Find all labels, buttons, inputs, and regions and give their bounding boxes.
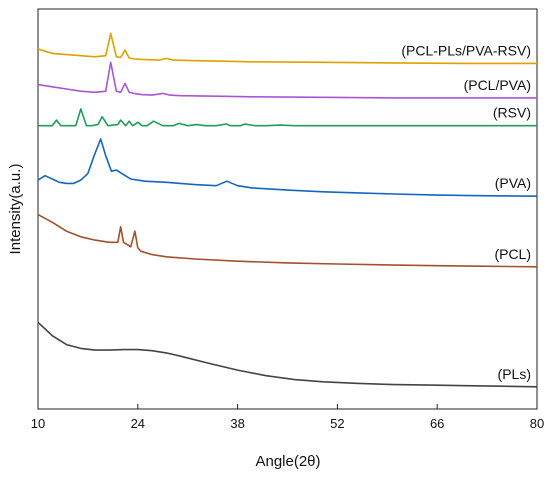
series-label: (PCL/PVA) bbox=[464, 77, 531, 93]
x-axis-title: Angle(2θ) bbox=[255, 453, 320, 470]
series-lines bbox=[37, 32, 538, 388]
series-label: (PVA) bbox=[495, 175, 531, 191]
x-tick-label: 24 bbox=[131, 416, 145, 431]
series-line-pcl bbox=[37, 213, 538, 268]
series-label: (PCL) bbox=[494, 246, 531, 262]
x-tick-label: 38 bbox=[230, 416, 244, 431]
series-line-pva bbox=[37, 138, 538, 197]
series-label: (PCL-PLs/PVA-RSV) bbox=[401, 42, 531, 58]
series-line-pcl-pva bbox=[37, 61, 537, 99]
y-axis-title: Intensity(a.u.) bbox=[7, 164, 24, 255]
series-labels: (PLs) (PCL) (PVA) (RSV) (PCL/PVA) (PCL-PLs/PV… bbox=[401, 42, 531, 381]
series-label: (RSV) bbox=[493, 105, 531, 121]
x-tick-label: 52 bbox=[330, 416, 344, 431]
plot-frame bbox=[37, 8, 538, 410]
x-tick-label: 10 bbox=[31, 416, 45, 431]
x-tick-label: 66 bbox=[430, 416, 444, 431]
series-line-pcl-pls-pva-rsv bbox=[37, 32, 537, 65]
x-tick-label: 80 bbox=[530, 416, 544, 431]
series-line-rsv bbox=[38, 108, 537, 127]
series-line-pls bbox=[37, 321, 538, 388]
series-label: (PLs) bbox=[498, 366, 531, 382]
x-axis-ticks: 10 24 38 52 66 80 bbox=[31, 404, 544, 431]
